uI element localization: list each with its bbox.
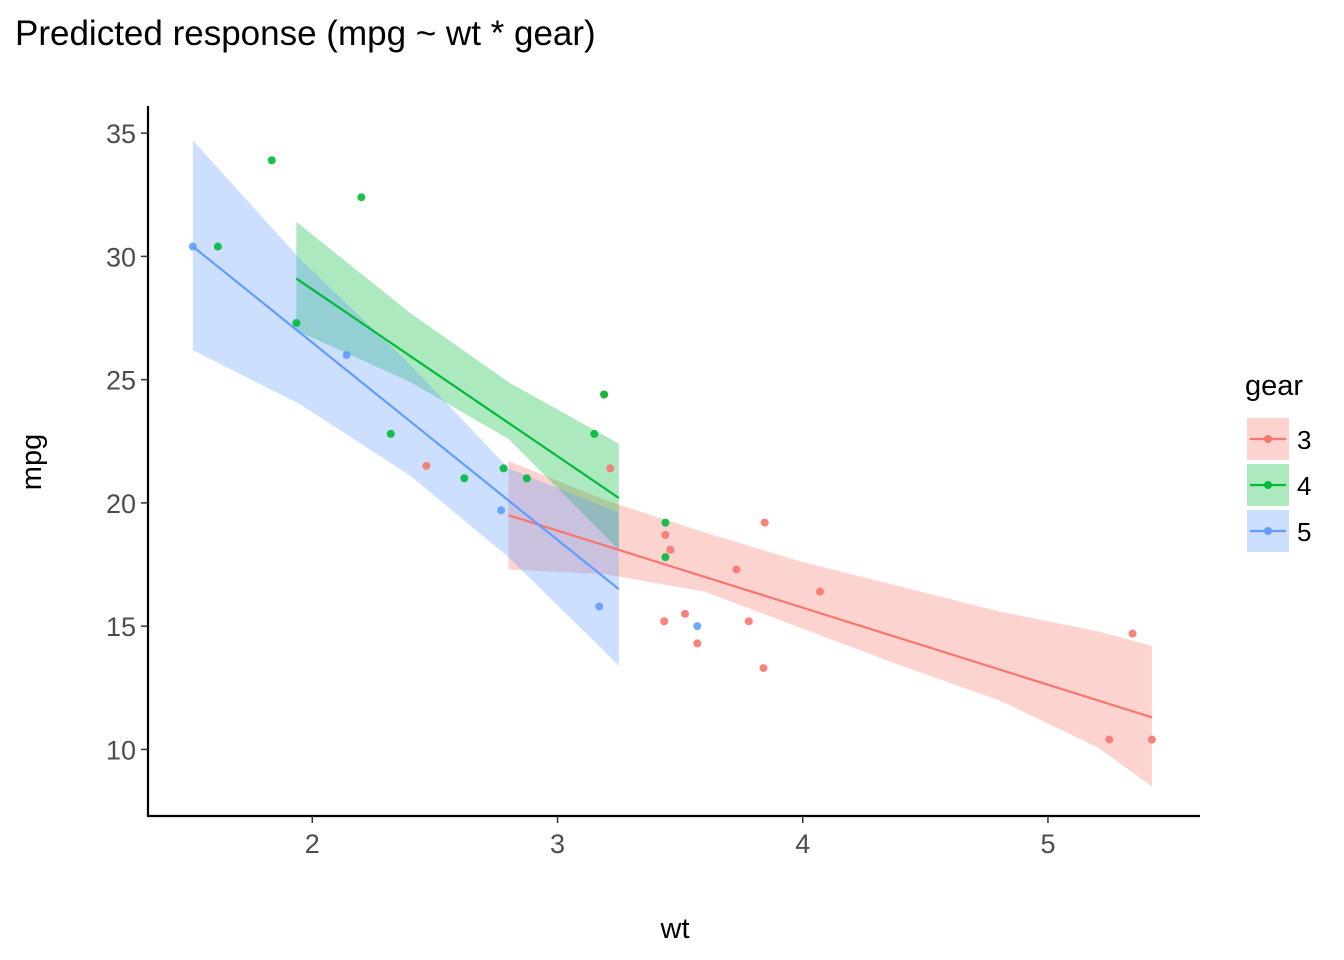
point-gear-3 (815, 587, 824, 596)
point-gear-4 (600, 390, 609, 399)
y-tick-label: 10 (106, 735, 136, 765)
y-tick-label: 25 (106, 366, 136, 396)
x-axis-title: wt (660, 913, 690, 945)
fit-line-gear-3 (508, 514, 1153, 719)
point-gear-3 (732, 565, 741, 574)
fit-lines (192, 245, 1153, 719)
y-tick-label: 30 (106, 242, 136, 272)
point-gear-4 (590, 429, 599, 438)
point-gear-3 (744, 617, 753, 626)
point-gear-4 (386, 429, 395, 438)
point-gear-4 (661, 518, 670, 527)
ribbon-gear-4 (296, 221, 619, 550)
legend-title: gear (1245, 370, 1303, 402)
y-axis-title: mpg (16, 434, 48, 490)
point-gear-3 (606, 464, 615, 473)
x-tick-label: 2 (305, 829, 320, 859)
x-tick-label: 5 (1040, 829, 1055, 859)
ribbon-gear-3 (508, 461, 1152, 787)
legend-key-point (1264, 435, 1272, 443)
y-axis-ticks: 10 15 20 25 30 35 (106, 119, 148, 765)
y-tick-label: 20 (106, 489, 136, 519)
point-gear-5 (188, 242, 197, 251)
data-points (188, 156, 1156, 744)
point-gear-5 (693, 622, 702, 631)
point-gear-4 (357, 193, 366, 202)
legend-key-point (1264, 481, 1272, 489)
point-gear-4 (213, 242, 222, 251)
point-gear-5 (595, 602, 604, 611)
legend-label-gear-5: 5 (1297, 517, 1311, 547)
point-gear-5 (497, 506, 506, 515)
confidence-ribbons (192, 140, 1152, 787)
point-gear-3 (661, 530, 670, 539)
point-gear-4 (292, 318, 301, 327)
point-gear-4 (522, 474, 531, 483)
point-gear-3 (693, 639, 702, 648)
point-gear-4 (661, 553, 670, 562)
point-gear-3 (1147, 735, 1156, 744)
fit-line-gear-4 (295, 277, 620, 499)
y-tick-label: 35 (106, 119, 136, 149)
point-gear-3 (666, 545, 675, 554)
point-gear-3 (422, 461, 431, 470)
legend-label-gear-4: 4 (1297, 471, 1311, 501)
ribbon-gear-5 (192, 140, 619, 666)
x-tick-label: 3 (550, 829, 565, 859)
y-tick-label: 15 (106, 612, 136, 642)
legend-key-point (1264, 527, 1272, 535)
point-gear-3 (759, 664, 768, 673)
point-gear-4 (460, 474, 469, 483)
point-gear-3 (660, 617, 669, 626)
point-gear-3 (1128, 629, 1137, 638)
point-gear-3 (760, 518, 769, 527)
x-axis-ticks: 2 3 4 5 (305, 816, 1055, 859)
point-gear-3 (1105, 735, 1114, 744)
legend: gear 3 4 5 (1245, 370, 1311, 552)
legend-label-gear-3: 3 (1297, 425, 1311, 455)
point-gear-5 (342, 350, 351, 359)
point-gear-3 (681, 609, 690, 618)
x-tick-label: 4 (795, 829, 810, 859)
fit-line-gear-5 (192, 245, 620, 591)
point-gear-4 (499, 464, 508, 473)
point-gear-4 (267, 156, 276, 165)
chart-title: Predicted response (mpg ~ wt * gear) (15, 14, 596, 53)
